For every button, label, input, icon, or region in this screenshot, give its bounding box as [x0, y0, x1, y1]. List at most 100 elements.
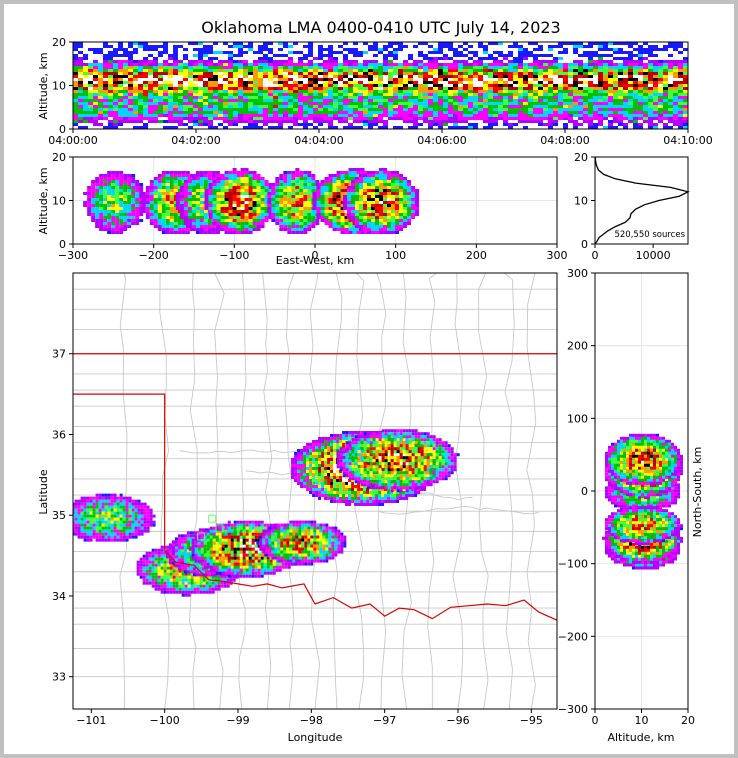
time-height-cell	[628, 60, 633, 63]
time-height-cell	[503, 54, 508, 57]
ew-height-cell	[115, 213, 120, 216]
time-height-cell	[628, 87, 633, 90]
time-height-cell	[503, 123, 508, 126]
time-height-cell	[563, 90, 568, 93]
time-height-cell	[83, 126, 88, 129]
time-height-cell	[553, 105, 558, 108]
time-height-cell	[568, 120, 573, 123]
time-height-cell	[513, 57, 518, 60]
ew-height-cell	[379, 201, 384, 204]
ew-height-cell	[228, 207, 233, 210]
time-height-cell	[583, 99, 588, 102]
ew-height-cell	[363, 192, 368, 195]
ew-height-cell	[287, 186, 292, 189]
time-height-cell	[548, 87, 553, 90]
time-height-cell	[393, 78, 398, 81]
time-height-cell	[108, 54, 113, 57]
time-height-cell	[673, 102, 678, 105]
ew-height-cell	[279, 201, 284, 204]
time-height-cell	[98, 66, 103, 69]
time-height-cell	[78, 57, 83, 60]
ew-height-cell	[359, 225, 364, 228]
ew-height-cell	[248, 204, 253, 207]
ew-height-cell	[224, 207, 229, 210]
ew-height-cell	[127, 189, 132, 192]
time-height-cell	[643, 63, 648, 66]
time-height-cell	[278, 99, 283, 102]
time-height-cell	[453, 126, 458, 129]
ew-height-cell	[181, 219, 186, 222]
time-height-cell	[583, 96, 588, 99]
time-height-cell	[368, 123, 373, 126]
time-height-cell	[378, 72, 383, 75]
time-height-cell	[333, 117, 338, 120]
time-height-cell	[473, 69, 478, 72]
ew-height-cell	[135, 183, 140, 186]
ew-height-cell	[248, 183, 253, 186]
ew-height-cell	[252, 201, 257, 204]
time-height-cell	[293, 87, 298, 90]
ew-height-cell	[316, 195, 321, 198]
time-height-cell	[208, 87, 213, 90]
time-height-cell	[298, 102, 303, 105]
ew-height-cell	[99, 204, 104, 207]
time-height-cell	[293, 117, 298, 120]
time-height-cell	[588, 99, 593, 102]
ew-height-cell	[295, 171, 300, 174]
time-height-cell	[478, 60, 483, 63]
time-height-cell	[513, 78, 518, 81]
ew-height-cell	[375, 216, 380, 219]
ew-height-cell	[212, 186, 217, 189]
ew-height-cell	[248, 213, 253, 216]
time-height-cell	[98, 48, 103, 51]
ew-height-cell	[207, 222, 212, 225]
time-height-cell	[673, 111, 678, 114]
ew-height-cell	[199, 231, 204, 234]
time-height-cell	[303, 78, 308, 81]
time-height-cell	[153, 105, 158, 108]
ew-height-cell	[291, 177, 296, 180]
time-height-cell	[543, 60, 548, 63]
time-height-cell	[608, 60, 613, 63]
ew-height-cell	[119, 216, 124, 219]
ew-height-cell	[383, 225, 388, 228]
ew-height-cell	[315, 219, 320, 222]
time-height-cell	[143, 102, 148, 105]
time-height-cell	[568, 75, 573, 78]
ew-height-cell	[244, 204, 249, 207]
time-height-cell	[468, 105, 473, 108]
time-height-cell	[513, 111, 518, 114]
ew-height-cell	[228, 213, 233, 216]
ew-height-cell	[232, 183, 237, 186]
time-height-cell	[383, 111, 388, 114]
time-height-cell	[73, 123, 78, 126]
time-height-cell	[123, 72, 128, 75]
time-height-cell	[668, 108, 673, 111]
time-height-cell	[643, 90, 648, 93]
time-height-cell	[638, 84, 643, 87]
ew-height-cell	[379, 177, 384, 180]
time-height-cell	[73, 96, 78, 99]
time-height-cell	[168, 87, 173, 90]
ew-height-cell	[169, 174, 174, 177]
time-height-cell	[548, 105, 553, 108]
time-height-cell	[463, 99, 468, 102]
time-height-cell	[508, 105, 513, 108]
time-height-cell	[278, 111, 283, 114]
time-height-cell	[218, 105, 223, 108]
time-height-cell	[83, 81, 88, 84]
ew-height-cell	[232, 201, 237, 204]
ew-height-cell	[315, 183, 320, 186]
time-height-cell	[663, 72, 668, 75]
time-height-cell	[538, 63, 543, 66]
time-height-cell	[558, 78, 563, 81]
ew-height-cell	[224, 177, 229, 180]
time-height-cell	[673, 108, 678, 111]
time-height-cell	[343, 42, 348, 45]
time-height-cell	[363, 42, 368, 45]
time-height-cell	[333, 84, 338, 87]
time-height-cell	[658, 87, 663, 90]
ew-height-cell	[191, 183, 196, 186]
time-height-cell	[593, 63, 598, 66]
ew-height-cell	[383, 207, 388, 210]
